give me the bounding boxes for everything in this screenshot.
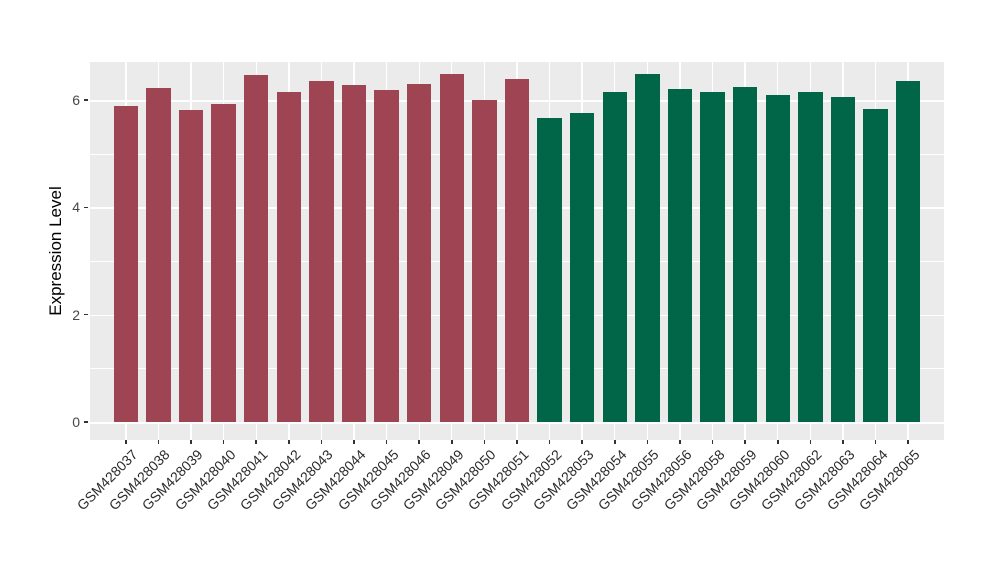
bar-GSM428037 [113, 105, 139, 422]
y-tick-label: 2 [72, 306, 80, 323]
x-tick-mark [353, 440, 355, 444]
y-tick-mark [84, 313, 88, 316]
x-tick-mark [418, 440, 420, 444]
bar-GSM428054 [602, 92, 627, 422]
bar-GSM428056 [667, 89, 693, 422]
bar-GSM428063 [830, 97, 856, 422]
bar-GSM428040 [211, 104, 236, 422]
x-tick-mark [907, 440, 909, 444]
bar-GSM428065 [895, 81, 921, 422]
x-tick-mark [190, 440, 192, 444]
x-tick-mark [809, 440, 812, 444]
x-tick-mark [157, 440, 160, 444]
x-tick-mark [711, 440, 714, 444]
x-tick-mark [516, 440, 518, 444]
y-tick-label: 6 [72, 91, 80, 108]
bar-GSM428041 [244, 75, 269, 422]
x-tick-mark [548, 440, 551, 444]
x-tick-mark [842, 440, 844, 444]
plot-panel [90, 62, 944, 440]
x-tick-mark [385, 440, 388, 444]
x-tick-mark [777, 440, 779, 444]
bar-GSM428058 [700, 92, 725, 422]
x-tick-mark [581, 440, 583, 444]
bar-GSM428046 [406, 83, 432, 422]
x-tick-mark [646, 440, 649, 444]
bar-GSM428045 [374, 89, 399, 422]
bar-GSM428064 [863, 108, 888, 422]
bar-GSM428043 [309, 80, 334, 422]
x-tick-mark [320, 440, 323, 444]
x-tick-mark [744, 440, 746, 444]
bar-GSM428038 [146, 88, 171, 422]
bar-GSM428039 [178, 110, 204, 422]
bar-GSM428050 [472, 99, 497, 422]
bar-GSM428062 [798, 92, 823, 422]
bar-GSM428059 [732, 86, 758, 422]
x-tick-mark [125, 440, 127, 444]
bar-GSM428055 [635, 74, 660, 422]
bar-GSM428051 [504, 79, 530, 422]
x-tick-mark [679, 440, 681, 444]
bar-GSM428060 [765, 94, 790, 422]
bar-GSM428052 [537, 118, 562, 422]
x-tick-mark [288, 440, 290, 444]
y-tick-mark [84, 99, 88, 101]
x-tick-mark [874, 440, 877, 444]
y-tick-mark [84, 421, 88, 423]
x-tick-mark [451, 440, 453, 444]
y-tick-label: 0 [72, 414, 80, 430]
x-tick-mark [614, 440, 616, 444]
x-tick-mark [255, 440, 257, 444]
y-tick-mark [84, 206, 88, 209]
bar-GSM428049 [439, 74, 465, 422]
x-tick-mark [222, 440, 225, 444]
y-tick-label: 4 [72, 199, 80, 216]
bar-GSM428044 [341, 84, 367, 422]
bar-GSM428042 [276, 92, 302, 422]
bar-GSM428053 [569, 113, 595, 422]
x-tick-mark [483, 440, 486, 444]
